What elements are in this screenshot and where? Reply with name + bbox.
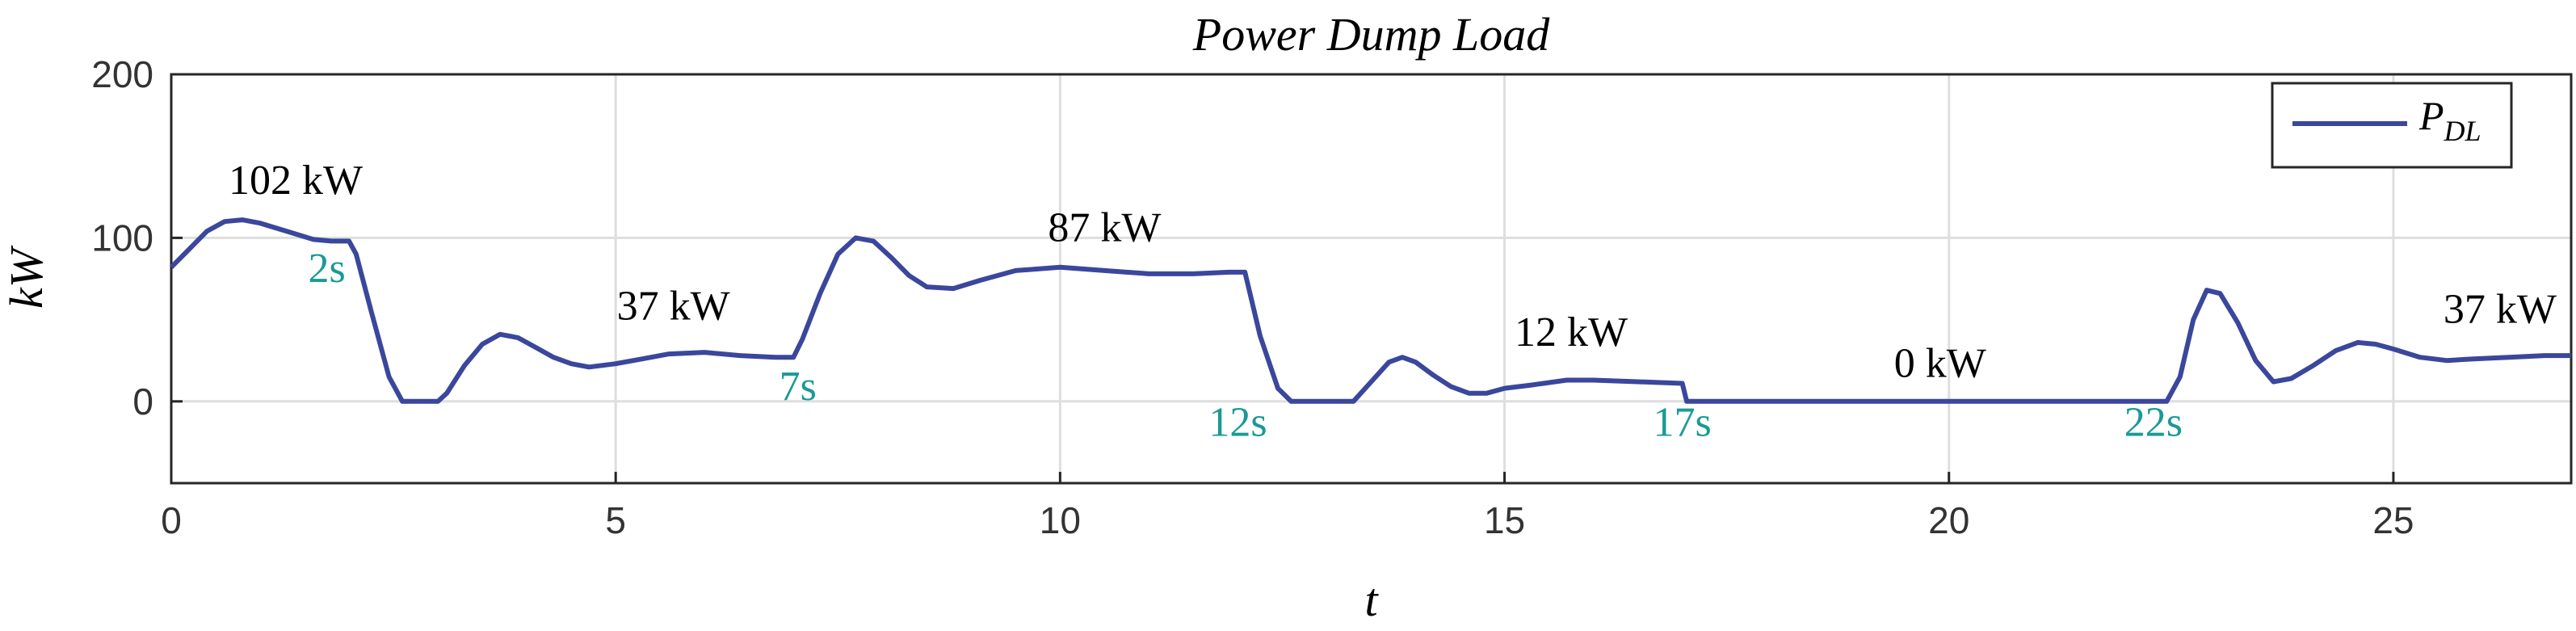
legend-label-subscript: DL [2444,115,2481,147]
time-annotation: 2s [308,246,345,292]
value-annotation: 12 kW [1515,309,1628,355]
y-axis-label: kW [0,245,53,309]
time-annotations: 2s 7s 12s 17s 22s [308,246,2183,445]
value-annotation: 102 kW [229,158,363,204]
x-tick-label: 15 [1484,499,1525,541]
time-annotation: 17s [1654,399,1712,445]
value-annotation: 87 kW [1048,204,1161,250]
value-annotations: 102 kW 37 kW 87 kW 12 kW 0 kW 37 kW [229,158,2557,387]
x-tick-label: 10 [1040,499,1081,541]
time-annotation: 22s [2124,399,2183,445]
value-annotation: 37 kW [617,284,730,330]
y-tick-label: 100 [91,217,153,259]
x-tick-label: 5 [605,499,626,541]
time-annotation: 7s [780,364,817,410]
axis-ticks [170,73,2395,483]
x-tick-label: 0 [161,499,182,541]
series-line [169,217,2571,404]
time-annotation: 12s [1208,399,1267,445]
x-axis-label: t [1364,574,1379,626]
plot-area [170,73,2573,485]
axis-tick-labels: 0 5 10 15 20 25 0 100 200 [91,53,2414,541]
legend-label-main: P [2418,93,2444,138]
legend: PDL [2271,82,2513,169]
x-tick-label: 25 [2372,499,2414,541]
value-annotation: 37 kW [2444,287,2557,333]
grid-lines [170,73,2571,483]
y-tick-label: 200 [91,53,153,95]
legend-label: PDL [2418,93,2481,147]
value-annotation: 0 kW [1894,340,1986,386]
chart-title: Power Dump Load [1192,8,1550,61]
x-tick-label: 20 [1928,499,1969,541]
y-tick-label: 0 [132,381,153,423]
